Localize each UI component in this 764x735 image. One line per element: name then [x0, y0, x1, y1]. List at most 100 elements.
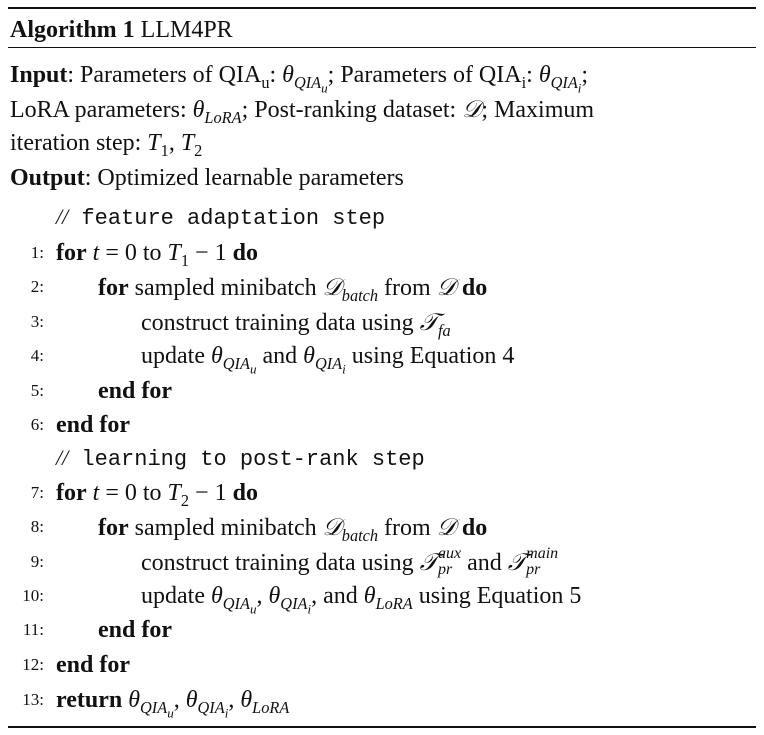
line-number: 4: [30, 346, 44, 365]
algo-text: − 1 [189, 480, 233, 506]
line-number: 6: [30, 415, 44, 434]
subscript: u [167, 705, 174, 721]
input-line-2: LoRA parameters: θLoRA; Post-ranking dat… [10, 92, 594, 126]
keyword: do [232, 480, 258, 506]
input-text: ; [581, 62, 589, 88]
subscript: 1 [180, 250, 190, 270]
subscript: i [521, 72, 527, 92]
dataset-symbol: 𝒟 [322, 513, 342, 541]
keyword: end for [56, 652, 130, 678]
subscript: pr [438, 561, 453, 579]
subscript: fa [438, 320, 451, 340]
input-text: : [269, 62, 283, 88]
subscript: 2 [194, 140, 203, 160]
algo-line: for sampled minibatch 𝒟batch from 𝒟 do [98, 510, 487, 544]
theta-symbol: θ [128, 687, 141, 713]
keyword: end for [56, 412, 130, 438]
dataset-symbol: 𝒟 [436, 273, 456, 301]
algo-text: construct training data using [141, 310, 420, 336]
algo-text: from [378, 515, 437, 541]
subscript: QIA [293, 72, 322, 92]
algo-line: for sampled minibatch 𝒟batch from 𝒟 do [98, 270, 487, 304]
theta-subscript: QIAi [280, 593, 312, 617]
algo-line: end for [56, 648, 130, 682]
subscript: batch [341, 285, 379, 305]
subscript: i [224, 705, 229, 721]
subscript: pr [526, 561, 541, 579]
line-number: 1: [30, 243, 44, 262]
subscript: QIA [314, 353, 343, 373]
task-symbol: 𝒯 [419, 548, 438, 576]
line-number: 7: [30, 483, 44, 502]
theta-symbol: θ [192, 97, 205, 123]
keyword: for [56, 480, 87, 506]
subscript: i [307, 601, 312, 617]
math-var: t [92, 240, 100, 266]
keyword: for [56, 240, 87, 266]
input-text: ; Post-ranking dataset: [241, 97, 463, 123]
output-line: Output: Optimized learnable parameters [10, 161, 404, 195]
keyword: do [455, 515, 488, 541]
comment-text: learning to post-rank step [68, 447, 425, 472]
algo-line: update θQIAu and θQIAi using Equation 4 [141, 339, 514, 375]
input-text: ; Parameters of QIA [327, 62, 522, 88]
sup-sub-pair: aux pr [438, 546, 461, 578]
theta-symbol: θ [268, 583, 281, 609]
input-label: Input [10, 62, 68, 88]
algo-text: sampled minibatch [128, 515, 323, 541]
algo-text: = 0 to [99, 240, 168, 266]
subscript: batch [341, 525, 379, 545]
t-symbol: T [180, 130, 195, 156]
math-var: T [167, 240, 181, 266]
subscript: LoRA [375, 593, 413, 613]
keyword: end for [98, 617, 172, 643]
algo-text: − 1 [189, 240, 233, 266]
algo-text: construct training data using [141, 550, 420, 576]
input-text: , [168, 130, 181, 156]
subscript: QIA [140, 697, 168, 717]
theta-symbol: θ [538, 62, 551, 88]
keyword: for [98, 515, 129, 541]
line-number: 12: [22, 655, 44, 674]
subscript: LoRA [252, 697, 290, 717]
line-number: 13: [22, 690, 44, 709]
algo-text: and [461, 550, 508, 576]
keyword: do [455, 275, 488, 301]
theta-subscript: QIAu [222, 593, 257, 615]
dataset-symbol: 𝒟 [322, 273, 342, 301]
algorithm-caption: Algorithm 1 LLM4PR [10, 13, 233, 47]
subscript: QIA [197, 697, 225, 717]
subscript: 1 [160, 140, 169, 160]
subscript: QIA [222, 593, 250, 613]
subscript: 2 [180, 490, 190, 510]
t-symbol: T [147, 130, 161, 156]
theta-subscript: QIAi [197, 697, 229, 721]
algo-line: return θQIAu, θQIAi, θLoRA [56, 683, 290, 721]
dataset-symbol: 𝒟 [462, 95, 482, 123]
theta-subscript: QIAi [314, 353, 346, 375]
theta-symbol: θ [303, 343, 315, 369]
algo-line: end for [56, 408, 130, 442]
task-symbol: 𝒯 [419, 308, 438, 336]
theta-symbol: θ [363, 583, 376, 609]
top-rule [8, 7, 756, 9]
theta-symbol: θ [282, 62, 294, 88]
theta-symbol: θ [210, 343, 223, 369]
comment-text: feature adaptation step [68, 206, 386, 231]
subscript: u [321, 80, 328, 96]
subscript: LoRA [204, 107, 242, 127]
comment-marker: // [56, 445, 69, 470]
caption-rule [8, 47, 756, 48]
superscript: main [526, 545, 559, 563]
subscript: u [261, 72, 270, 92]
task-symbol: 𝒯 [507, 548, 527, 576]
math-var: T [167, 480, 181, 506]
input-text: LoRA parameters: [10, 97, 193, 123]
keyword: do [232, 240, 258, 266]
subscript: QIA [280, 593, 308, 613]
algorithm-label: Algorithm 1 [10, 17, 135, 43]
algo-text: update [141, 343, 211, 369]
sup-sub-pair: main pr [526, 546, 558, 578]
line-number: 2: [30, 277, 44, 296]
